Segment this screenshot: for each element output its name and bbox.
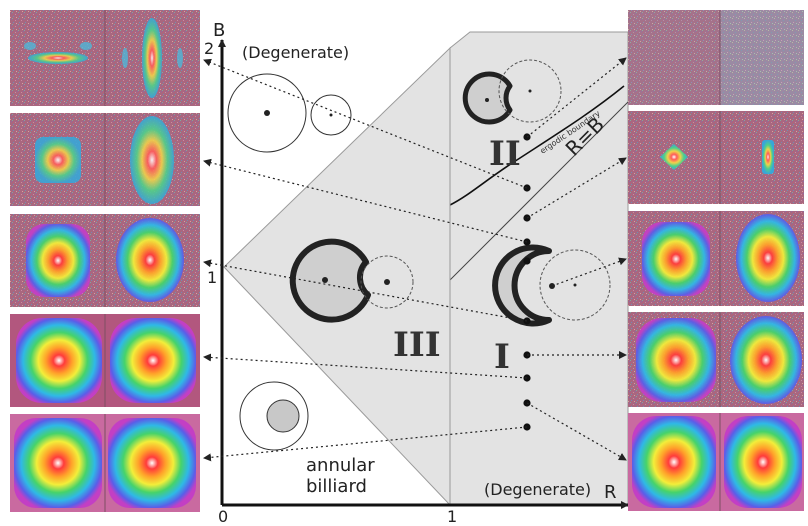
leader-arrows bbox=[203, 57, 627, 462]
degenerate-dot bbox=[264, 110, 270, 116]
right-thumbnail-3 bbox=[628, 211, 804, 306]
region-i-billiard-shape bbox=[492, 244, 552, 327]
leader-arrow bbox=[526, 402, 627, 461]
region-i-dashed-dot bbox=[573, 283, 577, 287]
region-iii-dashed-dot bbox=[384, 279, 390, 285]
region-iii-center-dot bbox=[322, 277, 328, 283]
region-ii-center-dot bbox=[485, 98, 489, 102]
region-iii-billiard-shape bbox=[289, 238, 371, 323]
right-thumbnail-2 bbox=[628, 111, 804, 204]
degenerate-small-dot bbox=[329, 113, 333, 117]
ergodic-boundary-curve bbox=[449, 85, 625, 206]
left-thumbnail-4 bbox=[10, 314, 200, 407]
annular-inner-circle bbox=[266, 399, 300, 433]
region-ii-billiard-shape bbox=[462, 71, 513, 125]
leader-arrow bbox=[203, 158, 528, 243]
right-thumbnail-4 bbox=[628, 312, 804, 407]
leader-arrow bbox=[203, 353, 528, 379]
r-equals-b-line bbox=[449, 101, 629, 281]
left-thumbnail-1 bbox=[10, 10, 200, 106]
left-thumbnail-2 bbox=[10, 113, 200, 206]
leader-arrow bbox=[526, 57, 627, 138]
region-i-dashed-circle bbox=[539, 249, 611, 321]
right-thumbnail-1 bbox=[628, 10, 804, 105]
leader-arrow bbox=[526, 157, 627, 219]
region-iii-dashed-circle bbox=[360, 255, 414, 309]
left-thumbnail-5 bbox=[10, 414, 200, 512]
right-thumbnail-5 bbox=[628, 413, 804, 511]
leader-arrow bbox=[203, 426, 528, 462]
left-thumbnail-3 bbox=[10, 214, 200, 307]
leader-arrow bbox=[551, 257, 627, 287]
region-ii-dashed-dot bbox=[528, 89, 532, 93]
region-ii-dashed-circle bbox=[498, 59, 562, 123]
sample-point bbox=[523, 257, 531, 265]
